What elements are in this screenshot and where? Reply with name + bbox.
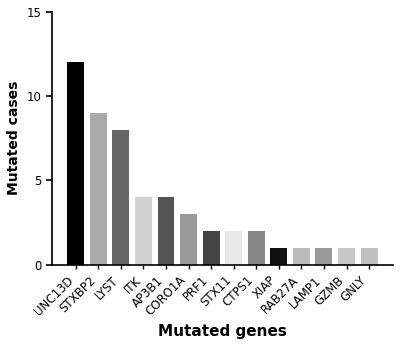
Bar <box>180 214 197 265</box>
Bar <box>203 231 220 265</box>
Bar <box>112 130 129 265</box>
X-axis label: Mutated genes: Mutated genes <box>158 324 287 339</box>
Bar <box>338 248 355 265</box>
Bar <box>248 231 265 265</box>
Bar <box>135 197 152 265</box>
Bar <box>67 63 84 265</box>
Bar <box>293 248 310 265</box>
Bar <box>270 248 287 265</box>
Y-axis label: Mutated cases: Mutated cases <box>7 81 21 195</box>
Bar <box>158 197 174 265</box>
Bar <box>225 231 242 265</box>
Bar <box>361 248 378 265</box>
Bar <box>316 248 332 265</box>
Bar <box>90 113 107 265</box>
